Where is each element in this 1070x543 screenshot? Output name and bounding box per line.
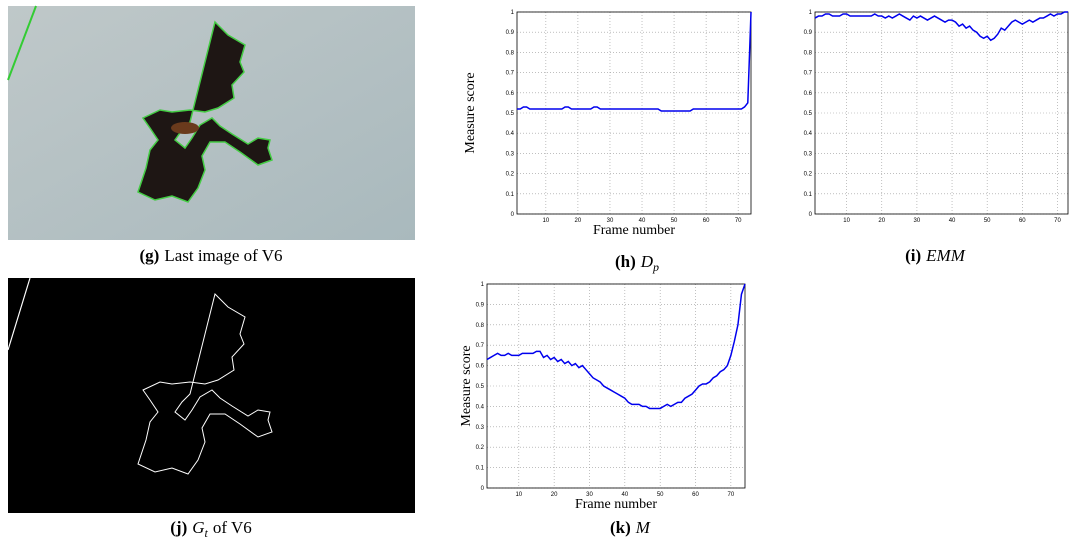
y-tick-label: 0: [511, 212, 515, 218]
caption-subscript: p: [652, 260, 659, 274]
y-tick-label: 0.1: [506, 192, 515, 198]
y-tick-label: 0.7: [476, 343, 485, 349]
x-tick-label: 30: [914, 218, 921, 224]
y-tick-label: 0: [481, 486, 485, 492]
y-tick-label: 0.4: [476, 404, 485, 410]
x-tick-label: 20: [878, 218, 885, 224]
y-tick-label: 0.3: [476, 425, 485, 431]
caption-subscript: t: [205, 526, 209, 540]
caption-label: (h): [615, 252, 636, 271]
x-axis-label: Frame number: [593, 223, 675, 238]
y-tick-label: 0.9: [804, 30, 813, 36]
plot-frame: [516, 11, 752, 215]
x-tick-label: 20: [551, 492, 558, 498]
x-tick-label: 70: [1054, 218, 1061, 224]
x-tick-label: 70: [735, 218, 742, 224]
y-tick-label: 0.8: [506, 50, 515, 56]
y-tick-label: 0.9: [506, 30, 515, 36]
x-tick-label: 70: [728, 492, 735, 498]
caption-math: G: [192, 518, 204, 537]
y-tick-label: 0.3: [506, 151, 515, 157]
plot-frame: [486, 283, 746, 489]
image-ground-truth: [7, 277, 415, 513]
caption: (h) Dp: [615, 252, 659, 274]
y-tick-label: 0.5: [506, 111, 515, 117]
caption-math: D: [640, 252, 654, 271]
x-tick-label: 30: [586, 492, 593, 498]
y-tick-label: 0.4: [506, 131, 515, 137]
y-tick-label: 0.2: [476, 445, 485, 451]
y-tick-label: 0.6: [804, 91, 813, 97]
y-tick-label: 0.7: [506, 71, 515, 77]
y-tick-label: 1: [809, 10, 813, 16]
caption-label: (k): [610, 518, 631, 537]
caption-math: EMM: [925, 246, 966, 265]
caption-label: (j): [170, 518, 187, 537]
y-tick-label: 0.7: [804, 71, 813, 77]
x-tick-label: 20: [575, 218, 582, 224]
x-tick-label: 50: [657, 492, 664, 498]
y-tick-label: 0.5: [804, 111, 813, 117]
caption-text: Last image of V6: [164, 246, 282, 265]
x-tick-label: 10: [843, 218, 850, 224]
caption: (i) EMM: [905, 246, 966, 265]
caption: (g) Last image of V6: [139, 246, 282, 265]
y-tick-label: 0.1: [804, 192, 813, 198]
y-tick-label: 0.3: [804, 151, 813, 157]
data-line: [486, 283, 746, 410]
x-tick-label: 60: [692, 492, 699, 498]
caption: (j) Gt of V6: [170, 518, 252, 540]
y-axis-label: Measure score: [459, 345, 474, 426]
y-tick-label: 0.9: [476, 302, 485, 308]
data-line: [814, 11, 1068, 42]
caption-math: M: [635, 518, 651, 537]
data-line: [517, 11, 752, 112]
x-tick-label: 10: [543, 218, 550, 224]
y-tick-label: 0.2: [506, 172, 515, 178]
y-tick-label: 0.6: [476, 364, 485, 370]
x-tick-label: 60: [703, 218, 710, 224]
y-tick-label: 0.4: [804, 131, 813, 137]
x-tick-label: 10: [515, 492, 522, 498]
y-tick-label: 0.8: [804, 50, 813, 56]
x-tick-label: 40: [639, 218, 646, 224]
y-tick-label: 0.5: [476, 384, 485, 390]
caption-label: (g): [139, 246, 159, 265]
y-tick-label: 0.6: [506, 91, 515, 97]
y-tick-label: 0: [809, 212, 813, 218]
caption: (k) M: [610, 518, 651, 537]
x-tick-label: 60: [1019, 218, 1026, 224]
y-axis-label: Measure score: [463, 72, 478, 153]
x-tick-label: 50: [984, 218, 991, 224]
caption-label: (i): [905, 246, 921, 265]
y-tick-label: 1: [511, 10, 515, 16]
y-tick-label: 0.1: [476, 466, 485, 472]
x-tick-label: 50: [671, 218, 678, 224]
plot-frame: [814, 11, 1069, 215]
x-tick-label: 40: [949, 218, 956, 224]
caption-text: of V6: [213, 518, 252, 537]
x-tick-label: 30: [607, 218, 614, 224]
x-axis-label: Frame number: [575, 497, 657, 512]
x-tick-label: 40: [621, 492, 628, 498]
y-tick-label: 0.8: [476, 323, 485, 329]
y-tick-label: 0.2: [804, 172, 813, 178]
image-last-frame: [7, 5, 415, 240]
y-tick-label: 1: [481, 282, 485, 288]
